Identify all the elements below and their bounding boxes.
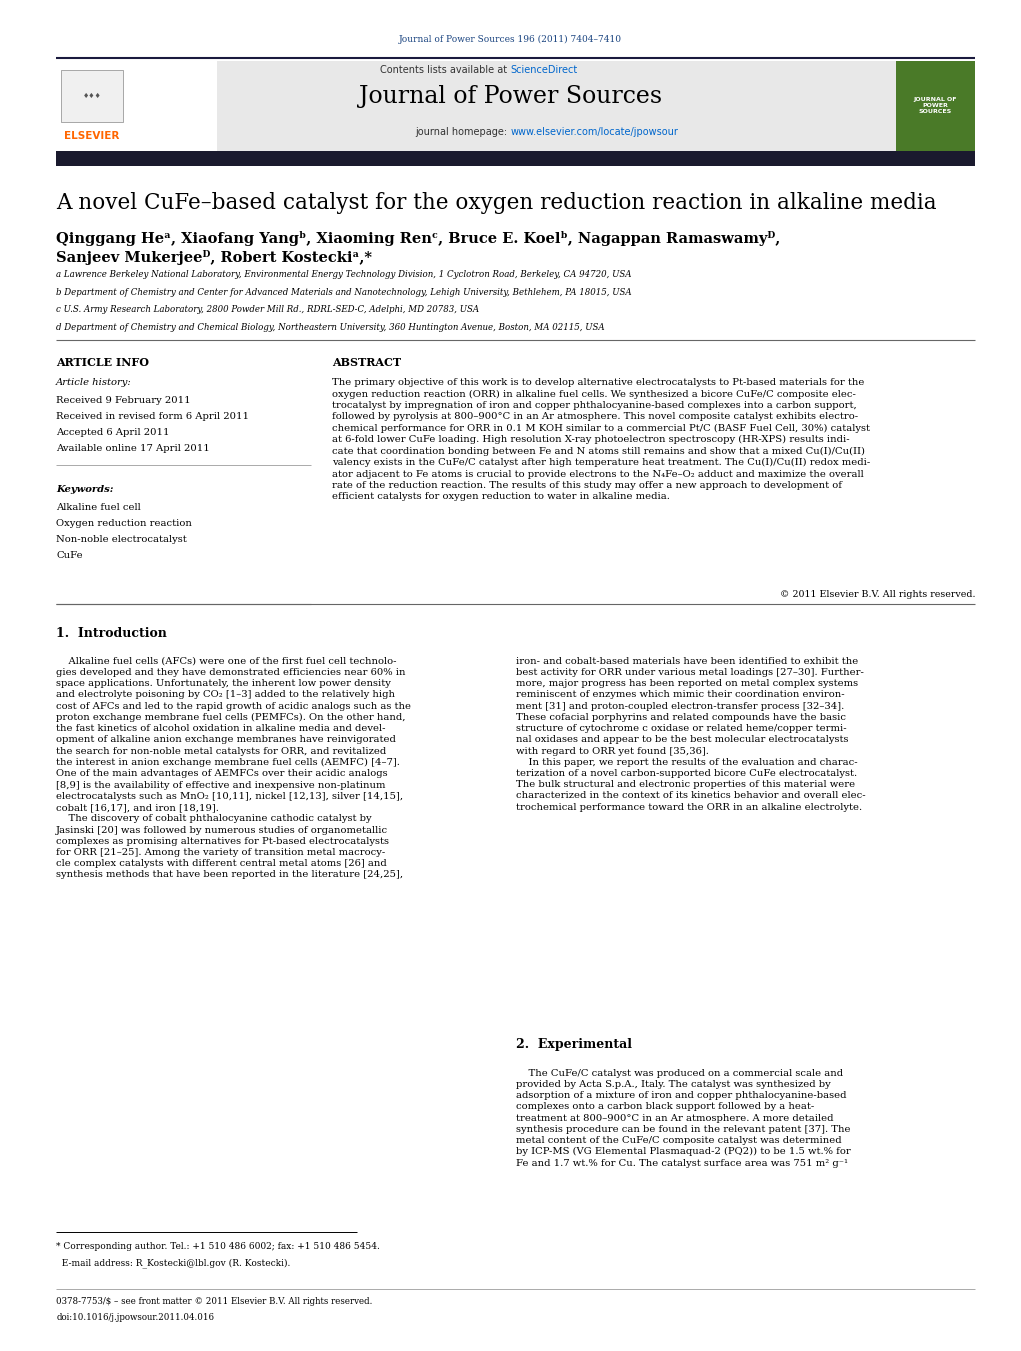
Text: The primary objective of this work is to develop alternative electrocatalysts to: The primary objective of this work is to…	[332, 378, 870, 501]
Text: ARTICLE INFO: ARTICLE INFO	[56, 357, 149, 367]
Text: 2.  Experimental: 2. Experimental	[516, 1038, 632, 1051]
Text: b Department of Chemistry and Center for Advanced Materials and Nanotechnology, : b Department of Chemistry and Center for…	[56, 288, 632, 297]
Bar	[61, 70, 123, 122]
Text: Received 9 February 2011: Received 9 February 2011	[56, 396, 191, 405]
Text: Journal of Power Sources: Journal of Power Sources	[359, 85, 662, 108]
Text: Alkaline fuel cell: Alkaline fuel cell	[56, 503, 141, 512]
Text: A novel CuFe–based catalyst for the oxygen reduction reaction in alkaline media: A novel CuFe–based catalyst for the oxyg…	[56, 192, 937, 213]
Text: Received in revised form 6 April 2011: Received in revised form 6 April 2011	[56, 412, 249, 422]
Text: ScienceDirect: ScienceDirect	[510, 65, 578, 74]
Text: Keywords:: Keywords:	[56, 485, 113, 494]
Text: d Department of Chemistry and Chemical Biology, Northeastern University, 360 Hun: d Department of Chemistry and Chemical B…	[56, 323, 604, 332]
Text: E-mail address: R_Kostecki@lbl.gov (R. Kostecki).: E-mail address: R_Kostecki@lbl.gov (R. K…	[56, 1258, 291, 1267]
Text: journal homepage:: journal homepage:	[416, 127, 510, 136]
Text: iron- and cobalt-based materials have been identified to exhibit the
best activi: iron- and cobalt-based materials have be…	[516, 657, 865, 812]
Text: Accepted 6 April 2011: Accepted 6 April 2011	[56, 428, 169, 438]
Text: * Corresponding author. Tel.: +1 510 486 6002; fax: +1 510 486 5454.: * Corresponding author. Tel.: +1 510 486…	[56, 1242, 380, 1251]
Bar	[56, 151, 975, 166]
Bar	[896, 61, 975, 151]
Text: c U.S. Army Research Laboratory, 2800 Powder Mill Rd., RDRL-SED-C, Adelphi, MD 2: c U.S. Army Research Laboratory, 2800 Po…	[56, 305, 479, 315]
Text: CuFe: CuFe	[56, 551, 83, 561]
Text: doi:10.1016/j.jpowsour.2011.04.016: doi:10.1016/j.jpowsour.2011.04.016	[56, 1313, 214, 1323]
Text: Article history:: Article history:	[56, 378, 132, 388]
Text: 0378-7753/$ – see front matter © 2011 Elsevier B.V. All rights reserved.: 0378-7753/$ – see front matter © 2011 El…	[56, 1297, 373, 1306]
Text: Oxygen reduction reaction: Oxygen reduction reaction	[56, 519, 192, 528]
Text: Alkaline fuel cells (AFCs) were one of the first fuel cell technolo-
gies develo: Alkaline fuel cells (AFCs) were one of t…	[56, 657, 411, 880]
Text: JOURNAL OF
POWER
SOURCES: JOURNAL OF POWER SOURCES	[914, 97, 957, 113]
Text: Qinggang Heᵃ, Xiaofang Yangᵇ, Xiaoming Renᶜ, Bruce E. Koelᵇ, Nagappan Ramaswamyᴰ: Qinggang Heᵃ, Xiaofang Yangᵇ, Xiaoming R…	[56, 231, 780, 246]
Text: www.elsevier.com/locate/jpowsour: www.elsevier.com/locate/jpowsour	[510, 127, 678, 136]
Bar	[56, 61, 975, 151]
Text: Non-noble electrocatalyst: Non-noble electrocatalyst	[56, 535, 187, 544]
Text: ABSTRACT: ABSTRACT	[332, 357, 401, 367]
Text: a Lawrence Berkeley National Laboratory, Environmental Energy Technology Divisio: a Lawrence Berkeley National Laboratory,…	[56, 270, 632, 280]
Text: Sanjeev Mukerjeeᴰ, Robert Kosteckiᵃ,*: Sanjeev Mukerjeeᴰ, Robert Kosteckiᵃ,*	[56, 250, 373, 265]
Bar	[56, 61, 217, 151]
Text: Contents lists available at: Contents lists available at	[380, 65, 510, 74]
Text: © 2011 Elsevier B.V. All rights reserved.: © 2011 Elsevier B.V. All rights reserved…	[780, 590, 975, 600]
Text: 1.  Introduction: 1. Introduction	[56, 627, 167, 640]
Text: Journal of Power Sources 196 (2011) 7404–7410: Journal of Power Sources 196 (2011) 7404…	[399, 35, 622, 45]
Text: The CuFe/C catalyst was produced on a commercial scale and
provided by Acta S.p.: The CuFe/C catalyst was produced on a co…	[516, 1069, 850, 1167]
Text: ELSEVIER: ELSEVIER	[64, 131, 119, 141]
Text: ♦♦♦: ♦♦♦	[83, 93, 101, 99]
Text: Available online 17 April 2011: Available online 17 April 2011	[56, 444, 210, 454]
